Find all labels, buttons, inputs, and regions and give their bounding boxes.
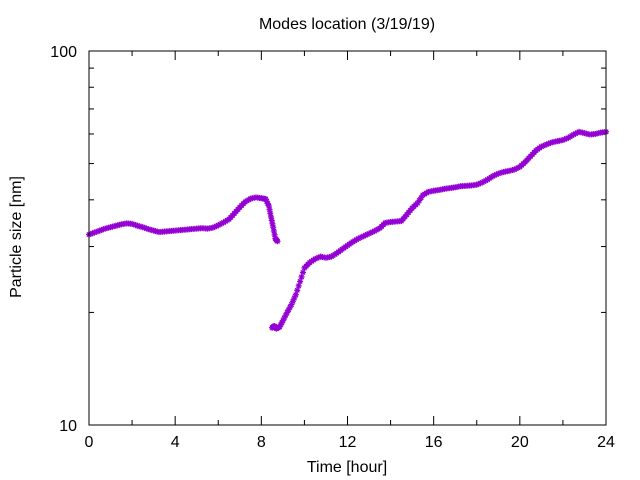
- data-point: [274, 238, 281, 245]
- x-tick-label: 20: [511, 434, 529, 451]
- x-tick-label: 16: [425, 434, 443, 451]
- data-point: [291, 294, 298, 301]
- axis-ticks: [88, 50, 607, 426]
- data-point: [295, 282, 302, 289]
- data-point: [299, 269, 306, 276]
- x-axis-label: Time [hour]: [307, 459, 387, 476]
- x-tick-label: 24: [597, 434, 615, 451]
- data-point: [298, 273, 305, 280]
- x-tick-label: 0: [85, 434, 94, 451]
- data-point: [270, 224, 277, 231]
- data-points: [86, 128, 609, 332]
- x-tick-label: 8: [257, 434, 266, 451]
- chart-title: Modes location (3/19/19): [259, 16, 435, 33]
- y-tick-label: 10: [59, 418, 77, 435]
- data-point: [297, 278, 304, 285]
- plot-frame: [88, 50, 607, 426]
- x-tick-label: 4: [171, 434, 180, 451]
- data-point: [269, 220, 276, 227]
- x-tick-label: 12: [339, 434, 357, 451]
- data-point: [266, 206, 273, 213]
- y-tick-label: 100: [50, 44, 77, 61]
- tick-labels: 0 4 8 12 16 20 24 10 100: [50, 44, 615, 451]
- y-axis-label: Particle size [nm]: [8, 176, 25, 298]
- data-point: [270, 228, 277, 234]
- data-point: [271, 231, 278, 238]
